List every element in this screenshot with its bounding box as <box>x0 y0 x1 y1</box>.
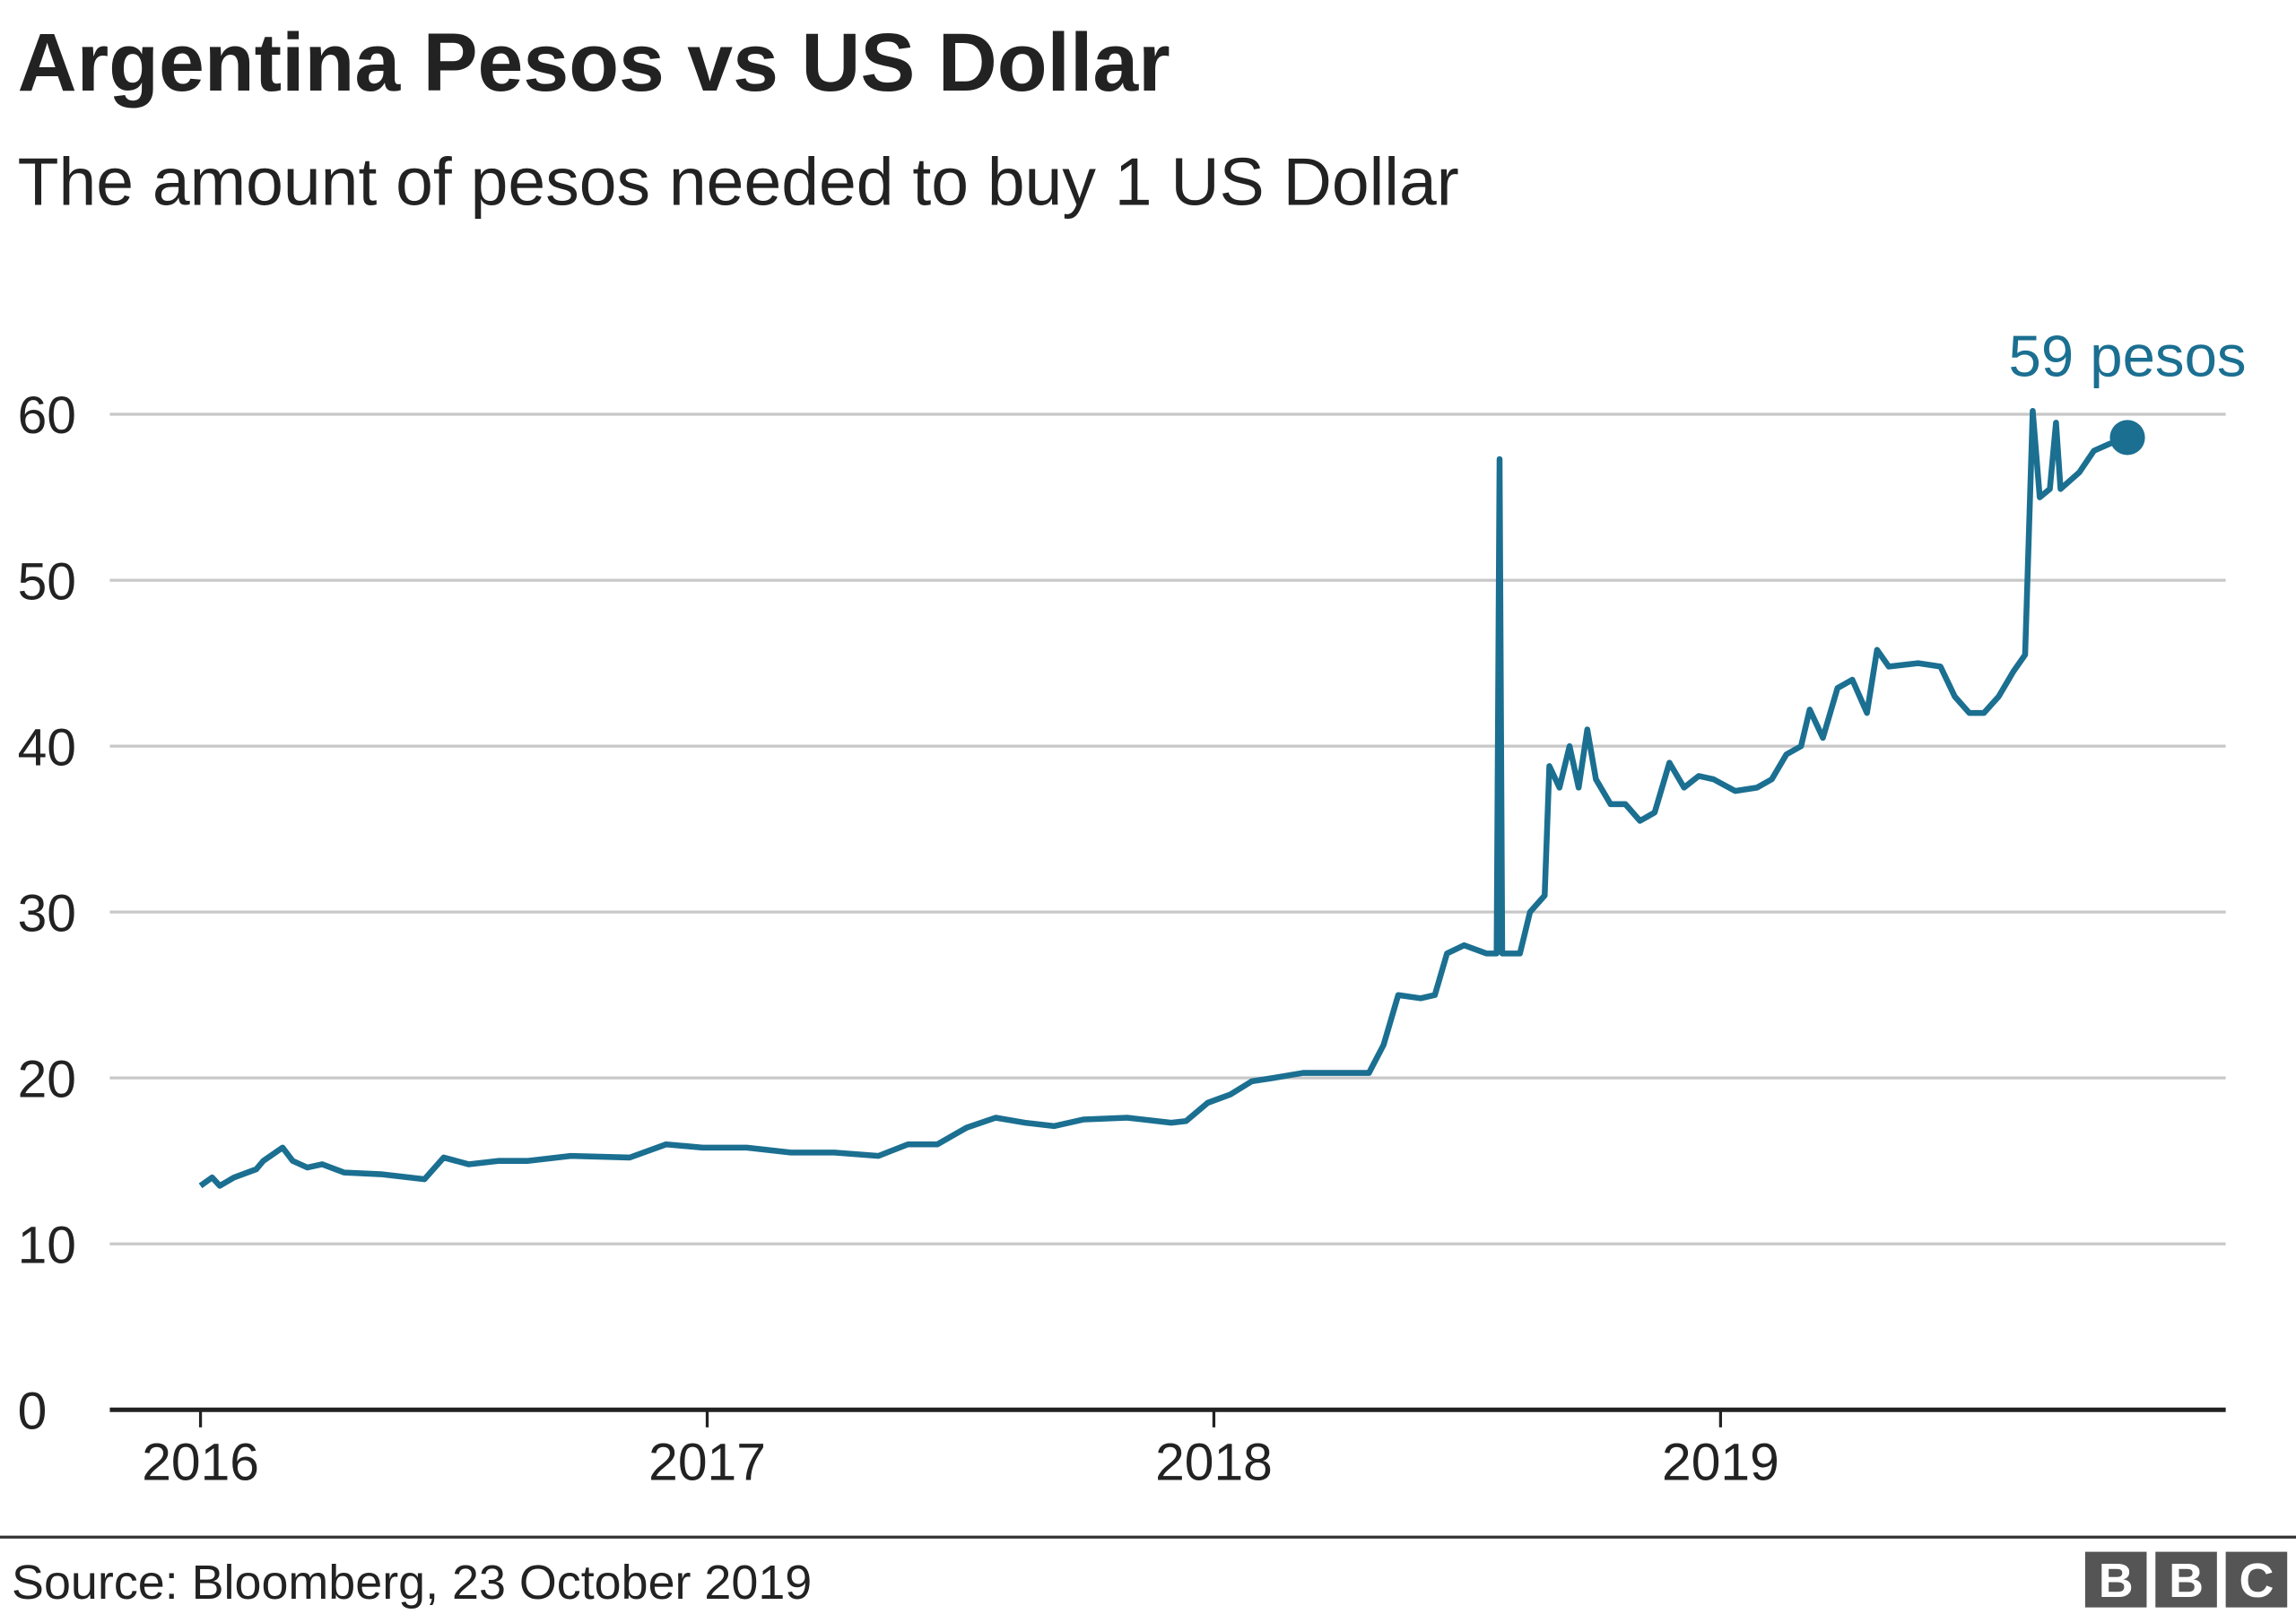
annotation: 59 pesos <box>2009 323 2247 388</box>
chart-title: Argentina Pesos vs US Dollar <box>18 17 1170 108</box>
chart-subtitle: The amount of pesos needed to buy 1 US D… <box>18 144 1459 220</box>
y-tick-label: 0 <box>18 1382 48 1440</box>
y-tick-label: 20 <box>18 1050 76 1108</box>
logo-box <box>2084 1551 2147 1608</box>
x-tick-label: 2018 <box>1155 1434 1273 1492</box>
y-tick-label: 40 <box>18 718 76 777</box>
end-point <box>2109 420 2145 456</box>
y-tick-label: 30 <box>18 884 76 942</box>
y-tick-label: 50 <box>18 552 76 611</box>
logo-letter: B <box>2099 1554 2134 1608</box>
logo-box <box>2225 1551 2288 1608</box>
y-tick-label: 10 <box>18 1216 76 1274</box>
x-tick-label: 2017 <box>648 1434 766 1492</box>
logo-box <box>2155 1551 2217 1608</box>
x-tick-label: 2019 <box>1662 1434 1779 1492</box>
line <box>198 408 2129 1189</box>
source: Source: Bloomberg, 23 October 2019 <box>12 1556 812 1610</box>
y-tick-label: 60 <box>18 386 76 445</box>
logo-letter: B <box>2169 1554 2204 1608</box>
x-tick-label: 2016 <box>142 1434 259 1492</box>
logo-letter: C <box>2239 1554 2274 1608</box>
